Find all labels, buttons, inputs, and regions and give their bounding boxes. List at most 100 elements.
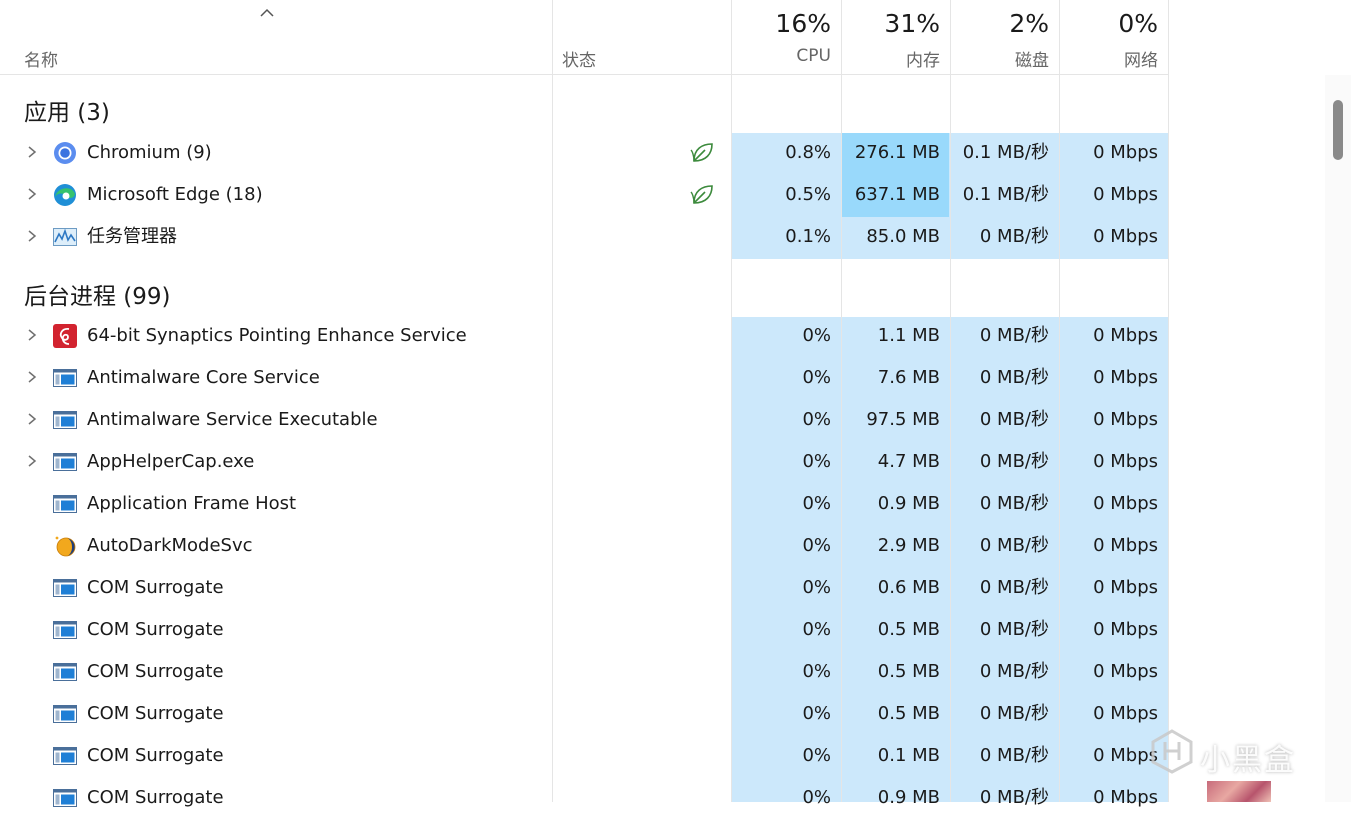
process-row[interactable]: COM Surrogate 0% 0.9 MB 0 MB/秒 0 Mbps bbox=[0, 777, 1168, 819]
chevron-right-icon[interactable] bbox=[24, 450, 40, 472]
cpu-value: 0% bbox=[802, 535, 831, 556]
task-manager-icon bbox=[52, 225, 78, 249]
process-name: COM Surrogate bbox=[87, 703, 224, 724]
process-row[interactable]: Antimalware Service Executable 0% 97.5 M… bbox=[0, 399, 1168, 441]
efficiency-mode-leaf-icon bbox=[690, 183, 716, 207]
chevron-right-icon[interactable] bbox=[24, 225, 40, 247]
name-column-header[interactable]: 名称 bbox=[24, 51, 58, 71]
memory-heat-highlight bbox=[842, 133, 949, 217]
chevron-right-icon[interactable] bbox=[24, 141, 40, 163]
column-divider bbox=[1168, 0, 1169, 802]
memory-value: 0.5 MB bbox=[877, 661, 940, 682]
disk-value: 0.1 MB/秒 bbox=[962, 142, 1049, 163]
cpu-value: 0% bbox=[802, 325, 831, 346]
process-name: 任务管理器 bbox=[87, 226, 177, 247]
process-row[interactable]: COM Surrogate 0% 0.5 MB 0 MB/秒 0 Mbps bbox=[0, 693, 1168, 735]
process-row[interactable]: AppHelperCap.exe 0% 4.7 MB 0 MB/秒 0 Mbps bbox=[0, 441, 1168, 483]
memory-total-percent[interactable]: 31% bbox=[884, 9, 940, 38]
window-app-icon bbox=[52, 450, 78, 474]
memory-value: 0.9 MB bbox=[877, 493, 940, 514]
sort-ascending-icon[interactable] bbox=[260, 6, 274, 22]
apps-group-title: 应用 (3) bbox=[24, 100, 110, 126]
column-divider bbox=[552, 0, 553, 802]
vertical-scrollbar-thumb[interactable] bbox=[1333, 100, 1343, 160]
disk-value: 0 MB/秒 bbox=[979, 703, 1049, 724]
disk-value: 0 MB/秒 bbox=[979, 409, 1049, 430]
network-value: 0 Mbps bbox=[1093, 493, 1158, 514]
memory-column-header[interactable]: 内存 bbox=[906, 51, 940, 71]
disk-value: 0 MB/秒 bbox=[979, 325, 1049, 346]
chevron-right-icon[interactable] bbox=[24, 408, 40, 430]
status-column-header[interactable]: 状态 bbox=[562, 51, 596, 71]
efficiency-mode-leaf-icon bbox=[690, 141, 716, 165]
synaptics-icon bbox=[52, 324, 78, 348]
window-app-icon bbox=[52, 492, 78, 516]
memory-value: 7.6 MB bbox=[877, 367, 940, 388]
process-name: COM Surrogate bbox=[87, 661, 224, 682]
memory-value: 276.1 MB bbox=[854, 142, 940, 163]
chevron-right-icon[interactable] bbox=[24, 324, 40, 346]
memory-value: 97.5 MB bbox=[866, 409, 940, 430]
disk-column-header[interactable]: 磁盘 bbox=[1015, 51, 1049, 71]
memory-value: 0.6 MB bbox=[877, 577, 940, 598]
memory-value: 0.9 MB bbox=[877, 787, 940, 808]
process-row[interactable]: COM Surrogate 0% 0.1 MB 0 MB/秒 0 Mbps bbox=[0, 735, 1168, 777]
disk-value: 0 MB/秒 bbox=[979, 745, 1049, 766]
network-value: 0 Mbps bbox=[1093, 325, 1158, 346]
process-row[interactable]: Antimalware Core Service 0% 7.6 MB 0 MB/… bbox=[0, 357, 1168, 399]
watermark-text: 小黑盒 bbox=[1200, 743, 1296, 778]
process-name: Antimalware Service Executable bbox=[87, 409, 378, 430]
network-value: 0 Mbps bbox=[1093, 787, 1158, 808]
disk-value: 0 MB/秒 bbox=[979, 451, 1049, 472]
window-app-icon bbox=[52, 618, 78, 642]
cpu-value: 0% bbox=[802, 367, 831, 388]
disk-total-percent[interactable]: 2% bbox=[1009, 9, 1049, 38]
cpu-value: 0% bbox=[802, 577, 831, 598]
sun-moon-icon bbox=[52, 534, 78, 558]
disk-value: 0 MB/秒 bbox=[979, 535, 1049, 556]
process-row[interactable]: 64-bit Synaptics Pointing Enhance Servic… bbox=[0, 315, 1168, 357]
memory-value: 1.1 MB bbox=[877, 325, 940, 346]
network-value: 0 Mbps bbox=[1093, 184, 1158, 205]
process-row[interactable]: Chromium (9) 0.8% 276.1 MB 0.1 MB/秒 0 Mb… bbox=[0, 132, 1168, 174]
window-app-icon bbox=[52, 744, 78, 768]
memory-value: 0.5 MB bbox=[877, 703, 940, 724]
cpu-value: 0% bbox=[802, 451, 831, 472]
cpu-value: 0% bbox=[802, 661, 831, 682]
column-divider bbox=[950, 0, 951, 802]
process-row[interactable]: Microsoft Edge (18) 0.5% 637.1 MB 0.1 MB… bbox=[0, 174, 1168, 216]
process-name: Antimalware Core Service bbox=[87, 367, 320, 388]
window-app-icon bbox=[52, 366, 78, 390]
cpu-total-percent[interactable]: 16% bbox=[775, 9, 831, 38]
window-app-icon bbox=[52, 576, 78, 600]
process-row[interactable]: AutoDarkModeSvc 0% 2.9 MB 0 MB/秒 0 Mbps bbox=[0, 525, 1168, 567]
memory-value: 85.0 MB bbox=[866, 226, 940, 247]
process-row[interactable]: COM Surrogate 0% 0.5 MB 0 MB/秒 0 Mbps bbox=[0, 609, 1168, 651]
cpu-value: 0% bbox=[802, 493, 831, 514]
process-row[interactable]: COM Surrogate 0% 0.6 MB 0 MB/秒 0 Mbps bbox=[0, 567, 1168, 609]
disk-value: 0 MB/秒 bbox=[979, 226, 1049, 247]
cpu-column-header[interactable]: CPU bbox=[796, 46, 831, 66]
cpu-value: 0% bbox=[802, 619, 831, 640]
cpu-value: 0% bbox=[802, 787, 831, 808]
network-total-percent[interactable]: 0% bbox=[1118, 9, 1158, 38]
memory-value: 2.9 MB bbox=[877, 535, 940, 556]
network-value: 0 Mbps bbox=[1093, 142, 1158, 163]
background-group-title: 后台进程 (99) bbox=[24, 284, 171, 310]
memory-value: 0.5 MB bbox=[877, 619, 940, 640]
network-value: 0 Mbps bbox=[1093, 226, 1158, 247]
chevron-right-icon[interactable] bbox=[24, 366, 40, 388]
chevron-right-icon[interactable] bbox=[24, 183, 40, 205]
cpu-value: 0% bbox=[802, 745, 831, 766]
process-name: Application Frame Host bbox=[87, 493, 297, 514]
process-name: COM Surrogate bbox=[87, 577, 224, 598]
process-row[interactable]: COM Surrogate 0% 0.5 MB 0 MB/秒 0 Mbps bbox=[0, 651, 1168, 693]
corner-thumbnail-image bbox=[1207, 781, 1271, 802]
process-name: 64-bit Synaptics Pointing Enhance Servic… bbox=[87, 325, 467, 346]
network-column-header[interactable]: 网络 bbox=[1124, 51, 1158, 71]
network-value: 0 Mbps bbox=[1093, 535, 1158, 556]
vertical-scrollbar-track[interactable] bbox=[1325, 75, 1351, 802]
disk-value: 0.1 MB/秒 bbox=[962, 184, 1049, 205]
process-row[interactable]: 任务管理器 0.1% 85.0 MB 0 MB/秒 0 Mbps bbox=[0, 216, 1168, 258]
process-row[interactable]: Application Frame Host 0% 0.9 MB 0 MB/秒 … bbox=[0, 483, 1168, 525]
